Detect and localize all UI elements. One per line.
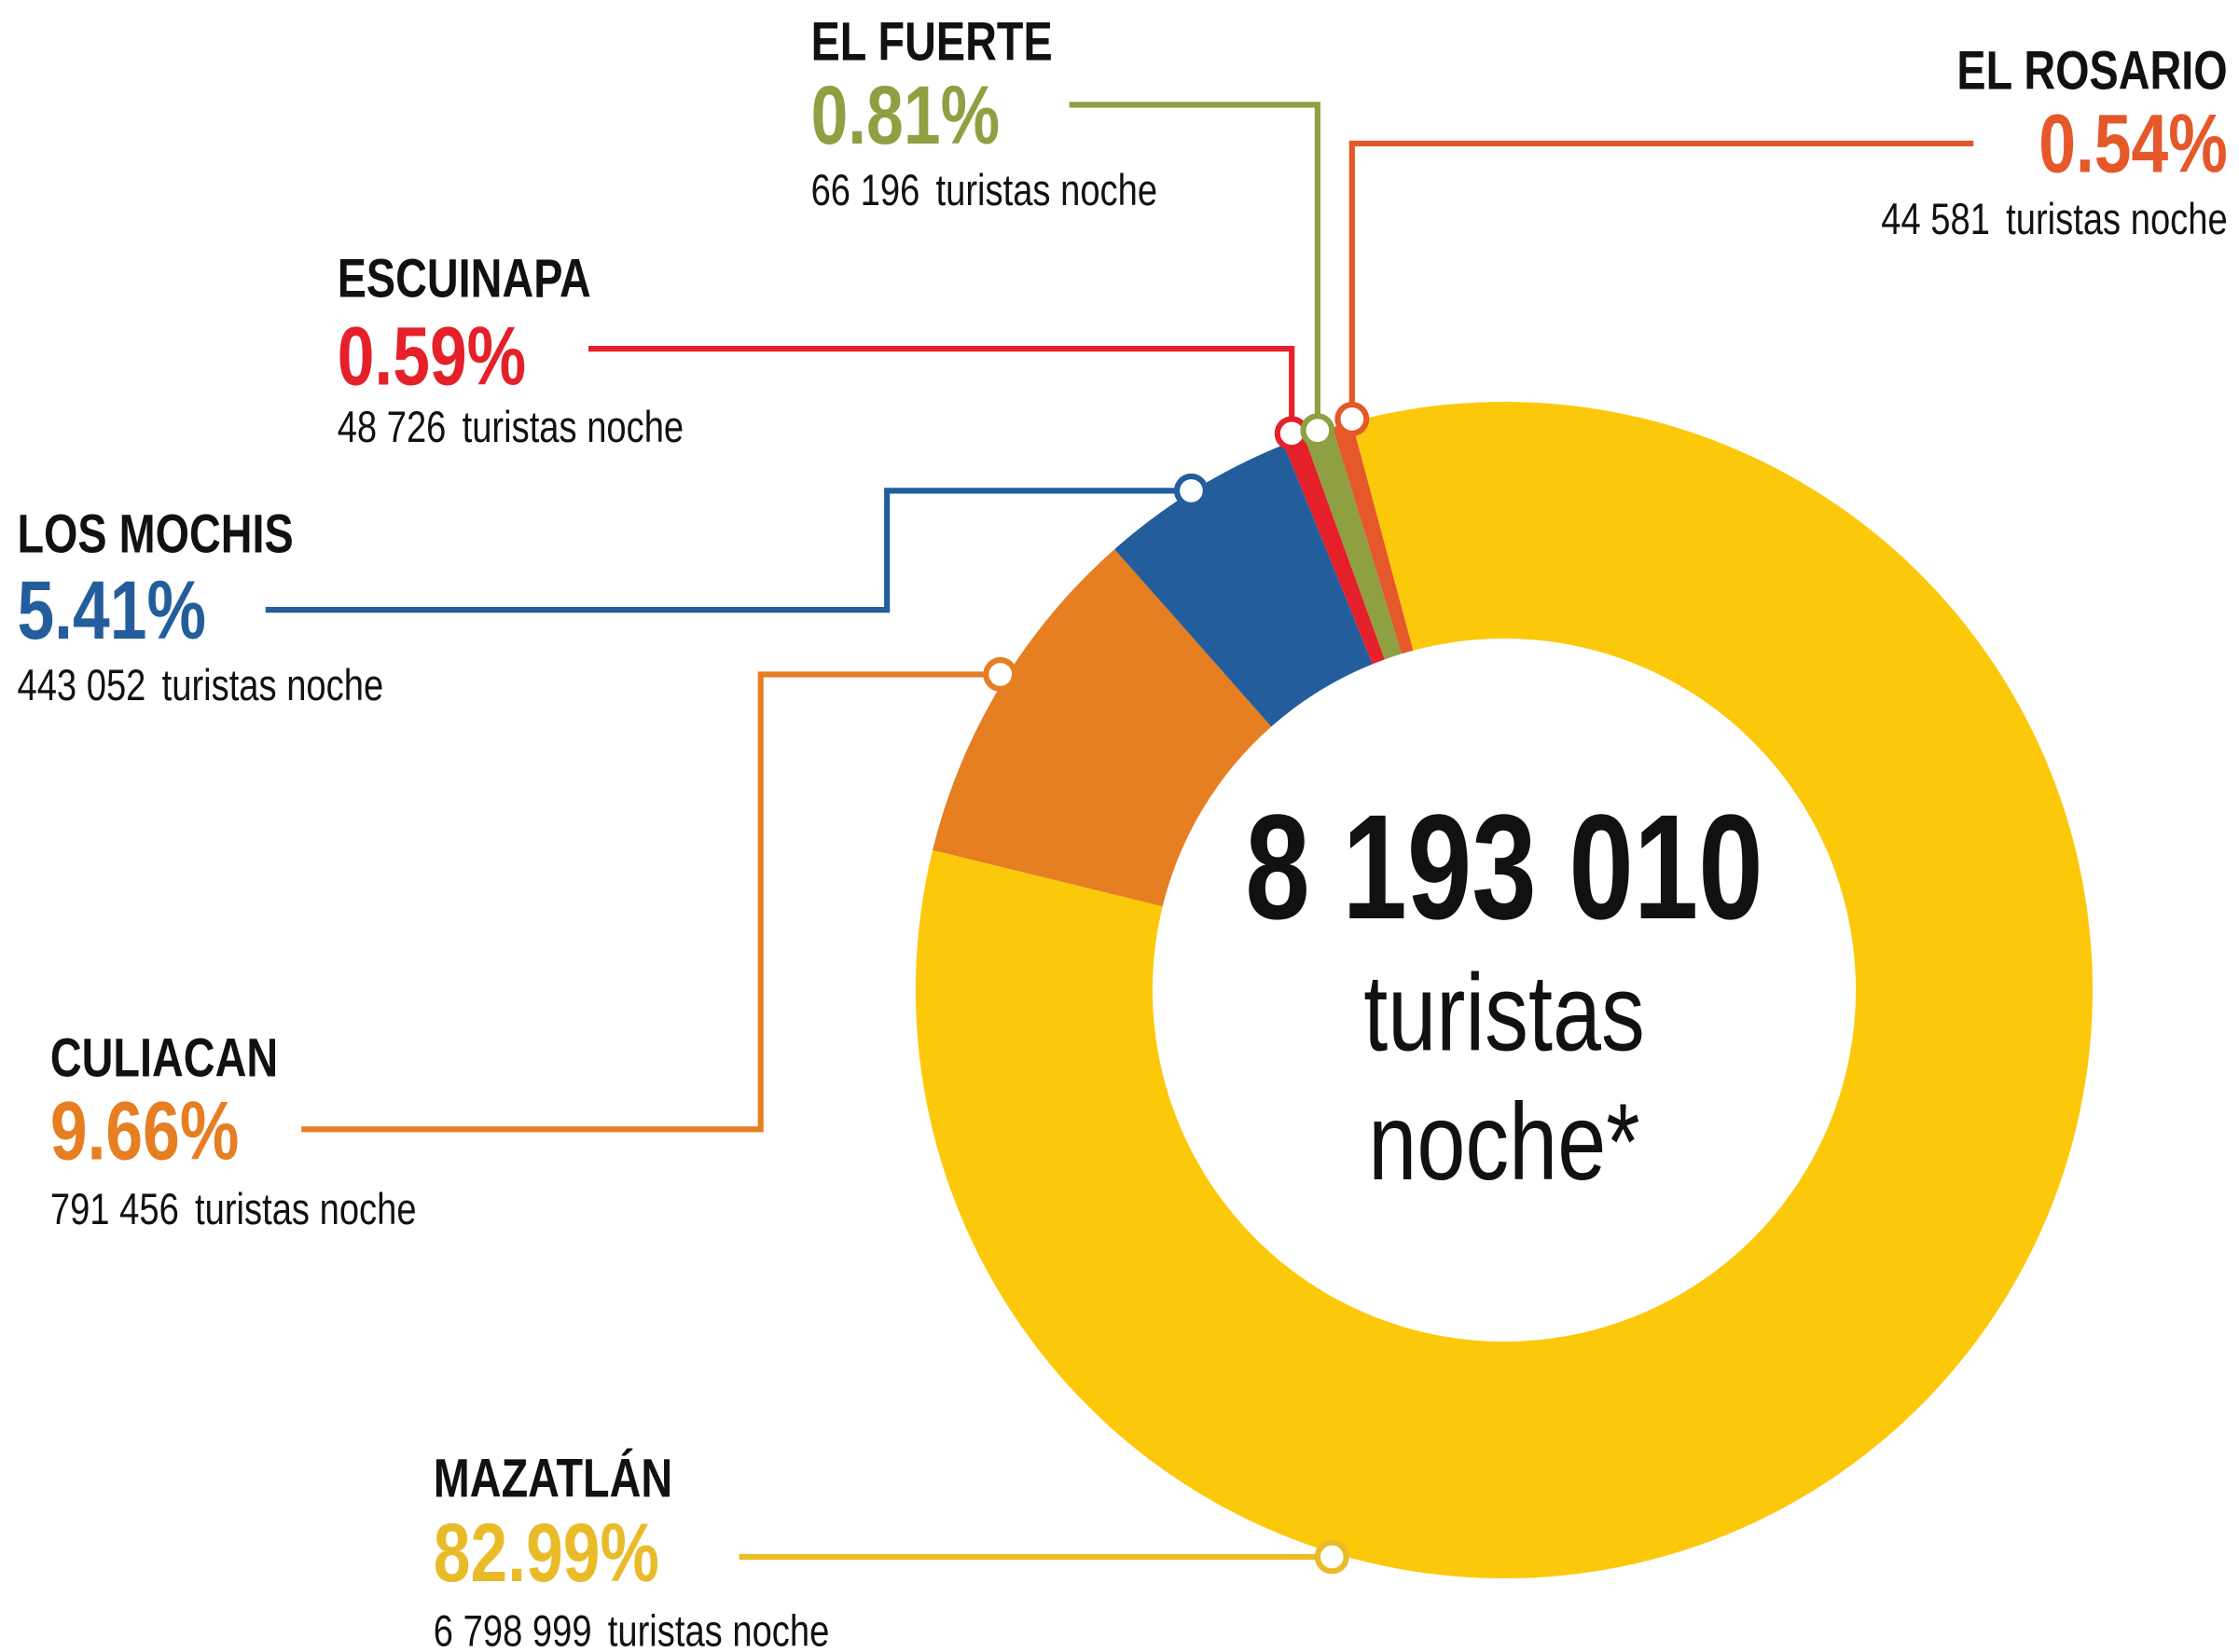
count-label: 791 456 turistas noche (50, 1185, 417, 1234)
category-label: EL FUERTE (811, 12, 1053, 73)
count-label: 44 581 turistas noche (1881, 195, 2227, 244)
center-line: turistas (1363, 953, 1645, 1074)
leader-dot (1300, 413, 1335, 448)
category-label: LOS MOCHIS (17, 504, 293, 565)
category-label: EL ROSARIO (1956, 41, 2227, 102)
count-label: 443 052 turistas noche (17, 661, 383, 710)
leader-line (301, 671, 1001, 1133)
leader-line (1348, 140, 1974, 420)
count: 66 196 (811, 166, 920, 215)
value-label: 0.59% (338, 310, 526, 403)
count-label: 66 196 turistas noche (811, 166, 1157, 215)
count: 44 581 (1881, 195, 1990, 244)
count-unit: turistas noche (195, 1185, 417, 1234)
leader-line (1069, 102, 1320, 431)
count: 443 052 (17, 661, 145, 710)
value-label: 0.54% (2039, 98, 2227, 190)
total: 8 193 010 (1245, 784, 1762, 950)
count-label: 48 726 turistas noche (338, 403, 684, 452)
leader-dot (983, 656, 1018, 692)
count-unit: turistas noche (936, 166, 1158, 215)
category-label: MAZATLÁN (434, 1447, 672, 1508)
count: 791 456 (50, 1185, 179, 1234)
leader-line (265, 488, 1192, 613)
value-label: 9.66% (50, 1085, 239, 1177)
donut-segment (933, 549, 1272, 907)
donut-segment (1333, 421, 1414, 654)
leader-dot (1334, 401, 1370, 436)
count-unit: turistas noche (162, 661, 384, 710)
donut-segment (915, 401, 2094, 1579)
value-label: 5.41% (17, 564, 205, 656)
center-line: noche* (1368, 1081, 1639, 1203)
count: 6 798 999 (434, 1606, 592, 1652)
count-label: 6 798 999 turistas noche (434, 1606, 830, 1652)
donut-segment (1114, 444, 1373, 727)
category-label: CULIACAN (50, 1027, 278, 1088)
count-unit: turistas noche (2006, 195, 2228, 244)
count: 48 726 (338, 403, 447, 452)
donut-segment (1283, 436, 1385, 665)
donut-segment (1304, 427, 1403, 660)
category-label: ESCUINAPA (338, 249, 591, 310)
leader-dot (1314, 1539, 1349, 1575)
count-unit: turistas noche (463, 403, 684, 452)
leader-line (588, 345, 1295, 434)
value-label: 82.99% (434, 1507, 659, 1600)
count-unit: turistas noche (608, 1606, 830, 1652)
leader-dot (1173, 473, 1209, 508)
value-label: 0.81% (811, 69, 1000, 161)
center-text: 8 193 010 turistas noche* (1245, 784, 1762, 1203)
